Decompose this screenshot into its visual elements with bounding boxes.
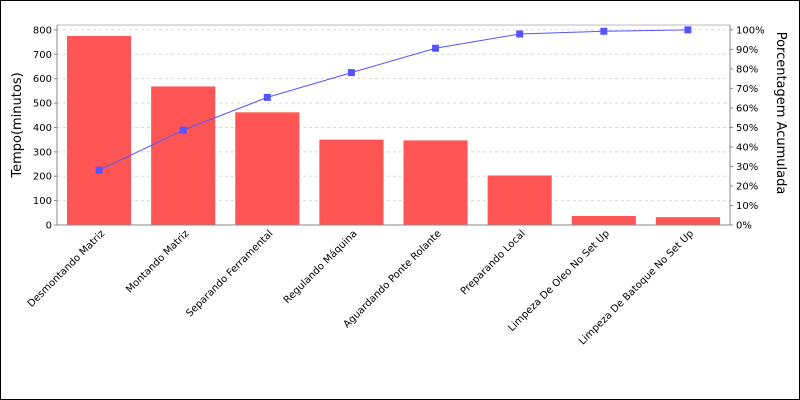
x-category-label: Separando Ferramental: [184, 228, 275, 319]
bar: [151, 86, 216, 226]
x-category-label: Desmontando Matriz: [26, 228, 107, 309]
y2-tick-label: 70%: [736, 84, 758, 95]
bar: [235, 112, 300, 225]
cumulative-point: [179, 126, 187, 134]
y2-axis-title: Porcentagem Acumulada: [773, 32, 788, 195]
y2-tick-label: 100%: [736, 25, 765, 36]
cumulative-point: [432, 44, 440, 52]
y2-tick-label: 10%: [736, 201, 758, 212]
x-category-label: Aguardando Ponte Rolante: [342, 228, 444, 330]
bar: [67, 35, 132, 225]
y-tick-label: 0: [46, 221, 52, 232]
cumulative-point: [516, 30, 524, 38]
cumulative-line: [95, 26, 692, 174]
bar: [655, 217, 720, 225]
y2-tick-label: 60%: [736, 103, 758, 114]
y-tick-label: 400: [33, 123, 52, 134]
y2-tick-label: 0%: [736, 221, 752, 232]
y2-tick-label: 80%: [736, 64, 758, 75]
cumulative-point: [95, 166, 103, 174]
y-tick-label: 100: [33, 196, 52, 207]
y-tick-label: 200: [33, 172, 52, 183]
y-axis-title: Tempo(minutos): [10, 72, 25, 178]
y-tick-label: 600: [33, 74, 52, 85]
y-tick-label: 300: [33, 147, 52, 158]
y2-tick-label: 30%: [736, 162, 758, 173]
bars: [67, 35, 720, 226]
y2-tick-label: 50%: [736, 123, 758, 134]
cumulative-point: [600, 27, 608, 35]
y-tick-label: 800: [33, 25, 52, 36]
x-category-label: Regulando Máquina: [281, 228, 359, 306]
y-tick-label: 700: [33, 50, 52, 61]
cumulative-point: [684, 26, 692, 34]
cumulative-line-path: [98, 29, 688, 171]
bar: [319, 139, 384, 225]
bar: [403, 140, 468, 225]
y2-tick-label: 20%: [736, 181, 758, 192]
gridlines: [57, 29, 730, 202]
x-category-label: Limpeza De Oleo No Set Up: [506, 228, 612, 334]
x-category-label: Preparando Local: [459, 228, 528, 297]
y-tick-label: 500: [33, 99, 52, 110]
cumulative-point: [263, 93, 271, 101]
bar: [571, 215, 636, 225]
cumulative-point: [347, 69, 355, 77]
x-category-label: Montando Matriz: [124, 228, 191, 295]
y2-tick-label: 40%: [736, 142, 758, 153]
y2-tick-label: 90%: [736, 45, 758, 56]
bar: [487, 175, 552, 225]
